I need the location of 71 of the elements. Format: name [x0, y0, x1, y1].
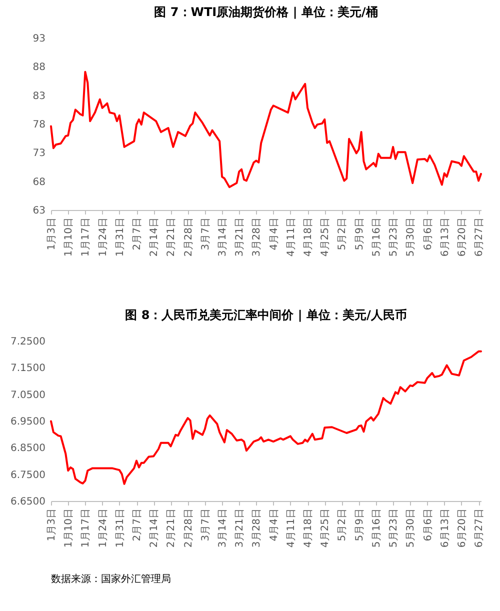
x-tick-label: 4月4日 [268, 508, 280, 542]
y-tick-label: 6.8500 [10, 443, 46, 454]
x-tick-label: 2月21日 [166, 508, 178, 548]
x-tick-label: 4月25日 [320, 218, 332, 257]
x-tick-label: 5月23日 [388, 218, 400, 257]
x-tick-label: 3月21日 [234, 508, 246, 548]
x-tick-label: 2月21日 [166, 218, 178, 257]
x-tick-label: 6月13日 [440, 218, 451, 257]
x-tick-label: 1月24日 [98, 508, 109, 548]
x-tick-label: 6月6日 [422, 508, 434, 542]
x-tick-label: 6月27日 [474, 508, 486, 548]
x-tick-label: 1月24日 [98, 218, 109, 257]
x-tick-label: 4月11日 [286, 508, 297, 548]
y-tick-label: 83 [32, 90, 46, 102]
x-tick-label: 1月17日 [80, 218, 92, 257]
x-tick-label: 3月28日 [252, 508, 263, 548]
x-tick-label: 5月9日 [354, 218, 366, 250]
x-tick-label: 1月10日 [64, 218, 75, 257]
line-series [50, 70, 482, 188]
line-series [50, 350, 482, 485]
x-tick-label: 6月6日 [422, 218, 434, 250]
x-tick-label: 1月31日 [114, 508, 126, 548]
x-tick-label: 3月21日 [234, 218, 246, 257]
y-tick-label: 6.9500 [10, 416, 46, 428]
x-tick-label: 1月10日 [64, 508, 75, 548]
x-tick-label: 6月27日 [474, 218, 486, 257]
x-tick-label: 2月28日 [183, 218, 194, 257]
x-tick-label: 5月23日 [388, 508, 400, 548]
x-tick-label: 3月7日 [200, 508, 212, 542]
source-note: 数据来源：国家外汇管理局 [51, 573, 171, 585]
x-tick-label: 6月20日 [456, 218, 468, 257]
x-tick-label: 2月7日 [132, 508, 144, 542]
x-tick-label: 4月18日 [303, 508, 314, 548]
x-tick-label: 3月28日 [252, 218, 263, 257]
x-tick-label: 5月9日 [354, 508, 366, 542]
x-tick-label: 5月16日 [371, 508, 382, 548]
x-tick-label: 1月31日 [114, 218, 126, 257]
x-tick-label: 6月13日 [440, 508, 451, 548]
y-tick-label: 6.6500 [10, 496, 46, 508]
x-tick-label: 1月17日 [80, 508, 92, 548]
chart-title: 图 7：WTI原油期货价格 | 单位：美元/桶 [154, 5, 378, 19]
y-tick-label: 78 [32, 120, 46, 130]
x-tick-label: 4月11日 [286, 218, 297, 257]
x-tick-label: 5月30日 [406, 218, 417, 257]
x-tick-label: 4月25日 [320, 508, 332, 548]
x-tick-label: 2月14日 [149, 218, 160, 257]
y-tick-label: 7.1500 [10, 363, 46, 374]
y-tick-label: 63 [32, 206, 46, 216]
y-tick-label: 68 [32, 176, 46, 188]
y-tick-label: 7.0500 [10, 390, 46, 401]
x-tick-label: 5月2日 [337, 218, 348, 250]
y-tick-label: 88 [32, 62, 46, 74]
chart-title: 图 8：人民币兑美元汇率中间价 | 单位：美元/人民币 [125, 308, 407, 322]
x-tick-label: 5月16日 [371, 218, 382, 257]
y-tick-label: 6.7500 [10, 470, 46, 481]
x-tick-label: 5月30日 [406, 508, 417, 548]
x-tick-label: 3月14日 [218, 508, 229, 548]
x-tick-label: 2月28日 [183, 508, 194, 548]
y-tick-label: 73 [32, 148, 46, 160]
y-tick-label: 7.2500 [10, 336, 46, 348]
x-tick-label: 3月7日 [200, 218, 212, 250]
x-tick-label: 1月3日 [46, 508, 58, 542]
x-tick-label: 4月4日 [268, 218, 280, 250]
x-tick-label: 6月20日 [456, 508, 468, 548]
y-tick-label: 93 [32, 34, 46, 44]
x-tick-label: 1月3日 [46, 218, 58, 250]
x-tick-label: 2月14日 [149, 508, 160, 548]
x-tick-label: 2月7日 [132, 218, 144, 250]
x-tick-label: 3月14日 [218, 218, 229, 257]
x-tick-label: 5月2日 [337, 508, 348, 542]
x-tick-label: 4月18日 [303, 218, 314, 257]
